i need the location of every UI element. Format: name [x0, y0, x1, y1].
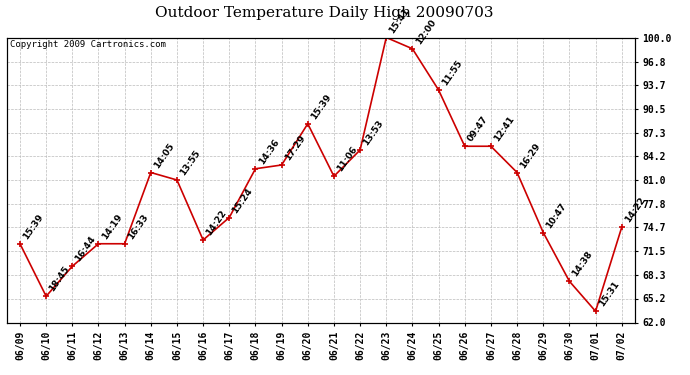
Text: 15:39: 15:39 — [309, 92, 333, 121]
Text: 12:41: 12:41 — [492, 115, 516, 144]
Text: 15:39: 15:39 — [21, 212, 46, 241]
Text: 14:36: 14:36 — [257, 137, 281, 166]
Text: 16:29: 16:29 — [518, 141, 542, 170]
Text: 14:38: 14:38 — [571, 250, 595, 279]
Text: 09:47: 09:47 — [466, 115, 490, 144]
Text: 16:44: 16:44 — [74, 235, 97, 264]
Text: 14:19: 14:19 — [100, 212, 124, 241]
Text: 15:31: 15:31 — [597, 280, 621, 309]
Text: 14:22: 14:22 — [204, 209, 228, 237]
Text: 16:33: 16:33 — [126, 212, 150, 241]
Text: 13:53: 13:53 — [362, 118, 385, 147]
Text: 11:06: 11:06 — [335, 145, 359, 174]
Text: 12:00: 12:00 — [414, 18, 437, 46]
Text: 10:47: 10:47 — [544, 201, 569, 230]
Text: 15:41: 15:41 — [388, 6, 411, 35]
Text: 15:24: 15:24 — [230, 186, 255, 215]
Text: 18:45: 18:45 — [48, 265, 71, 294]
Text: 14:22: 14:22 — [623, 196, 647, 225]
Text: Copyright 2009 Cartronics.com: Copyright 2009 Cartronics.com — [10, 40, 166, 50]
Text: Outdoor Temperature Daily High 20090703: Outdoor Temperature Daily High 20090703 — [155, 6, 493, 20]
Text: 13:55: 13:55 — [178, 148, 202, 177]
Text: 17:29: 17:29 — [283, 134, 307, 162]
Text: 11:55: 11:55 — [440, 58, 464, 87]
Text: 14:05: 14:05 — [152, 141, 176, 170]
